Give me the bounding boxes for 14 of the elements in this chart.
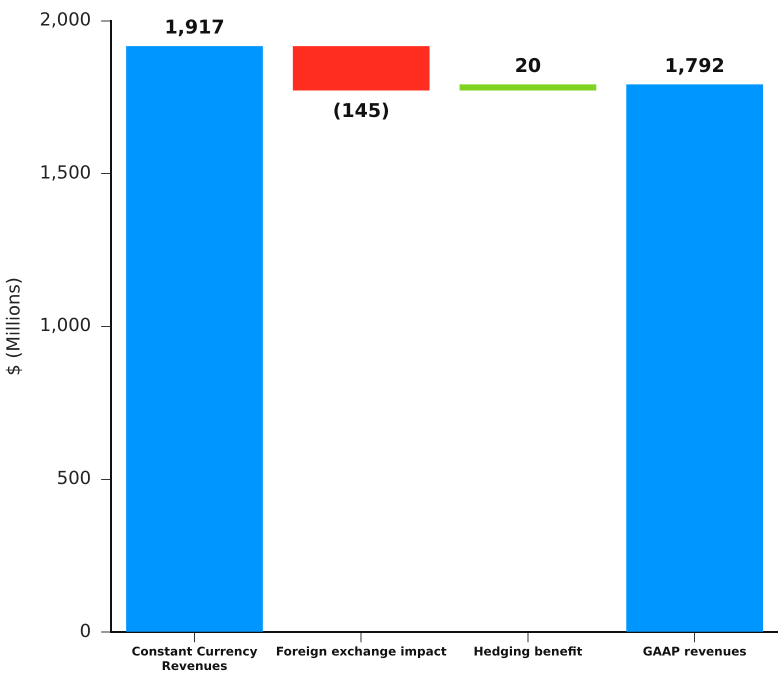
y-axis-title: $ (Millions) — [3, 277, 24, 376]
data-label: 20 — [514, 54, 542, 77]
y-tick-label: 500 — [56, 468, 92, 490]
data-label: (145) — [332, 100, 390, 122]
y-tick-label: 2,000 — [40, 9, 92, 30]
y-tick-label: 1,500 — [40, 162, 92, 184]
x-tick-label: Hedging benefit — [474, 644, 583, 659]
x-tick-label: Constant Currency Revenues — [132, 644, 258, 673]
x-tick-label: GAAP revenues — [642, 644, 747, 659]
x-tick-label: Foreign exchange impact — [276, 644, 447, 659]
data-label: 1,917 — [164, 16, 225, 39]
y-tick-label: 1,000 — [40, 315, 92, 336]
data-label: 1,792 — [664, 54, 725, 77]
y-tick-label: 0 — [80, 620, 92, 642]
